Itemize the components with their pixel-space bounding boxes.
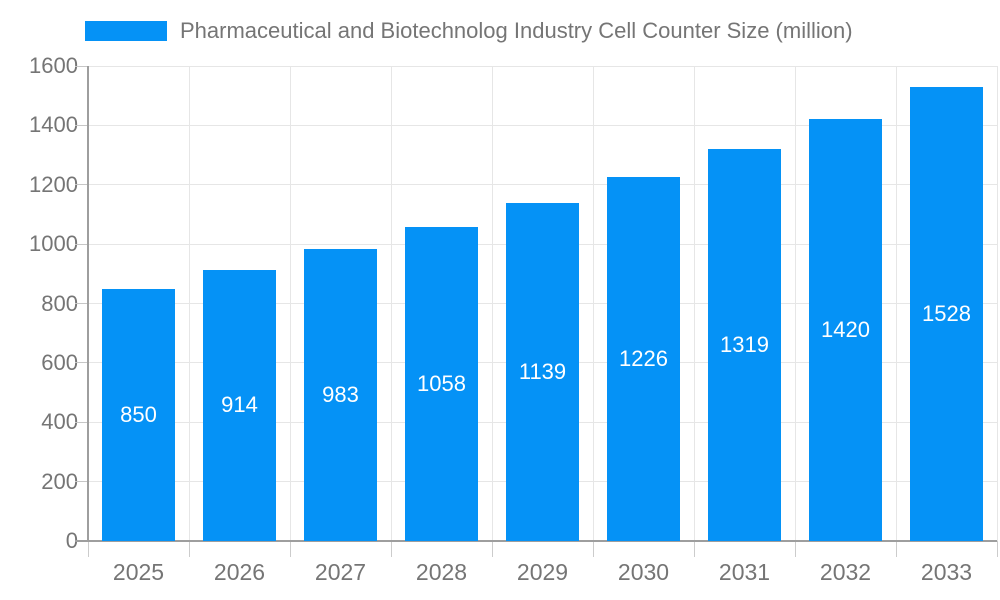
x-axis-tick-label: 2032 [819, 559, 872, 585]
bar-value-label: 983 [322, 382, 359, 408]
x-axis-tick [592, 541, 594, 557]
bar-value-label: 1528 [922, 301, 971, 327]
x-axis-tick-label: 2027 [314, 559, 367, 585]
y-axis-tick [75, 65, 88, 67]
y-axis-tick-label: 800 [41, 290, 78, 316]
y-axis-tick [75, 303, 88, 304]
y-axis-tick-label: 400 [41, 409, 78, 435]
y-axis-tick-label: 200 [41, 468, 78, 494]
x-gridline [390, 66, 392, 541]
bar-value-label: 1420 [821, 317, 870, 343]
x-axis-tick-label: 2031 [718, 559, 771, 585]
bar-2033[interactable]: 1528 [910, 87, 983, 541]
y-axis-tick-label: 600 [41, 349, 78, 375]
bar-value-label: 1319 [720, 332, 769, 358]
bar-2028[interactable]: 1058 [405, 226, 478, 541]
x-axis-tick-label: 2030 [617, 559, 670, 585]
x-axis-tick [289, 541, 291, 557]
x-gridline [794, 66, 796, 541]
x-gridline [592, 66, 594, 541]
y-axis-tick-label: 1000 [29, 231, 78, 257]
bar-2029[interactable]: 1139 [506, 202, 579, 541]
bar-2025[interactable]: 850 [102, 288, 175, 541]
y-axis-tick [75, 362, 88, 364]
legend-label: Pharmaceutical and Biotechnolog Industry… [180, 18, 853, 43]
bar-2027[interactable]: 983 [304, 249, 377, 541]
plot-area: 850 914 983 1058 1139 1226 1319 1420 1528 [75, 65, 998, 557]
y-axis-tick [75, 184, 88, 186]
y-axis-tick-label: 1200 [29, 171, 78, 197]
bar-value-label: 1139 [518, 358, 567, 384]
x-gridline [289, 66, 291, 541]
x-axis-tick [996, 541, 998, 557]
x-axis-tick-label: 2025 [112, 559, 165, 585]
bar-value-label: 914 [221, 392, 258, 418]
y-axis-labels: 0 200 400 600 800 1000 1200 1400 1600 [0, 54, 78, 553]
bar-2032[interactable]: 1420 [809, 119, 882, 541]
bar-value-label: 1058 [417, 370, 466, 396]
y-axis-line [87, 66, 89, 541]
x-axis-tick [693, 541, 695, 557]
x-axis-tick [87, 541, 89, 557]
y-axis-tick [75, 421, 88, 423]
x-axis-tick [188, 541, 190, 557]
y-axis-tick [75, 124, 88, 126]
x-axis-line [75, 540, 997, 542]
y-axis-tick-label: 0 [65, 528, 78, 553]
x-axis-tick-label: 2026 [213, 559, 266, 585]
x-axis-tick-label: 2033 [920, 559, 973, 585]
y-axis-tick [75, 481, 88, 483]
y-gridline [88, 184, 997, 186]
y-axis-tick [75, 243, 88, 245]
y-gridline [88, 65, 997, 67]
x-gridline [996, 66, 998, 541]
bar-value-label: 1226 [619, 346, 668, 372]
x-axis-tick-label: 2029 [516, 559, 569, 585]
bar-2030[interactable]: 1226 [607, 177, 680, 541]
chart-legend[interactable]: Pharmaceutical and Biotechnolog Industry… [85, 17, 853, 45]
x-axis-labels: 2025 2026 2027 2028 2029 2030 2031 2032 2033 [88, 559, 997, 589]
y-gridline [88, 124, 997, 126]
bar-2031[interactable]: 1319 [708, 149, 781, 541]
x-axis-tick-label: 2028 [415, 559, 468, 585]
bar-2026[interactable]: 914 [203, 269, 276, 541]
x-axis-tick [390, 541, 392, 557]
y-axis-tick-label: 1400 [29, 112, 78, 138]
x-gridline [895, 66, 897, 541]
x-axis-tick [895, 541, 897, 557]
legend-swatch-icon [85, 21, 167, 41]
x-gridline [693, 66, 695, 541]
x-axis-tick [794, 541, 796, 557]
bar-value-label: 850 [120, 401, 157, 427]
y-axis-tick-label: 1600 [29, 53, 78, 78]
x-gridline [491, 66, 493, 541]
x-gridline [188, 66, 190, 541]
x-axis-tick [491, 541, 493, 557]
